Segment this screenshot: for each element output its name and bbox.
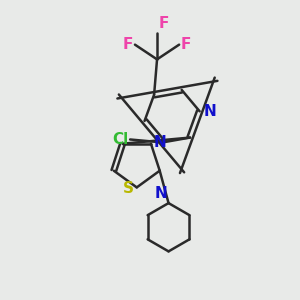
Text: N: N: [154, 186, 167, 201]
Text: F: F: [158, 16, 169, 32]
Text: F: F: [123, 37, 134, 52]
Text: Cl: Cl: [112, 132, 129, 147]
Text: N: N: [203, 104, 216, 119]
Text: F: F: [181, 37, 191, 52]
Text: N: N: [154, 135, 167, 150]
Text: S: S: [123, 182, 134, 196]
